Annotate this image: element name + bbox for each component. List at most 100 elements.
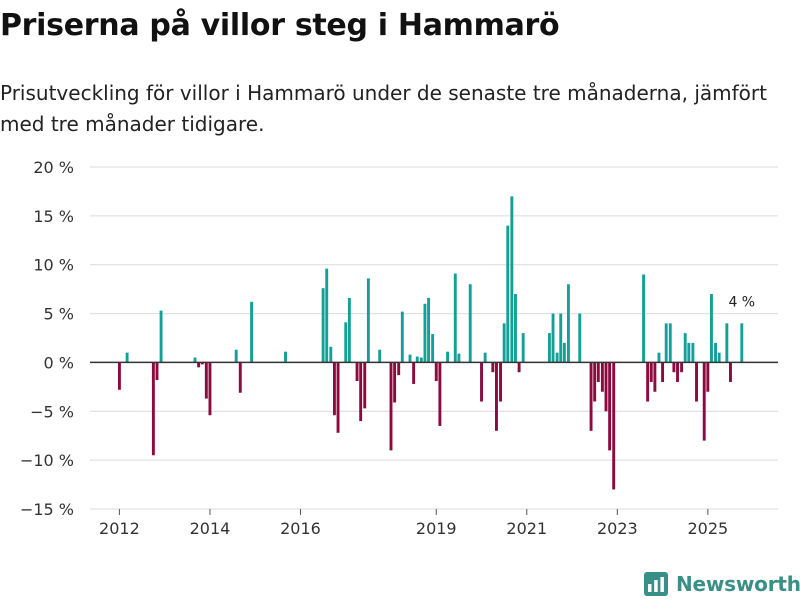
bar [604,362,608,412]
bar [710,294,713,363]
bar [117,362,121,390]
bar [672,362,676,373]
bar [408,354,412,363]
bar [363,362,367,409]
bar [359,362,363,422]
bar [646,362,650,402]
x-tick-label: 2012 [99,519,140,538]
bar [197,362,201,368]
x-tick-label: 2014 [190,519,231,538]
bar [514,294,517,363]
bar [593,362,597,402]
y-axis-ticks: 20 % 15 % 10 % 5 % 0 % −5 % −10 % −15 % [20,158,74,519]
last-value-label: 4 % [728,294,755,310]
bar [397,362,401,376]
bar [400,311,404,363]
bar [393,362,397,403]
bar [344,322,348,363]
grid-lines [90,166,778,510]
bar [547,333,551,363]
bar [661,362,665,382]
bar [284,351,287,363]
bar [151,362,155,456]
bar [566,284,570,363]
y-tick-label: 20 % [33,158,74,177]
y-tick-label: 5 % [44,305,74,324]
bar [378,349,382,363]
bars [117,196,744,490]
bar [517,362,521,373]
annotations: 4 % [728,294,755,310]
bar [612,362,616,490]
bar [434,362,438,381]
x-tick-label: 2019 [416,519,457,538]
bar [125,352,129,363]
bar [642,274,646,363]
bar [193,357,197,363]
bar [457,353,461,363]
bar [706,362,710,392]
bar [491,362,495,373]
bar [204,362,208,399]
bar [714,342,717,363]
bar [653,362,657,392]
bar [446,351,450,363]
y-tick-label: 0 % [44,353,74,372]
bar [510,196,514,363]
bar [332,362,336,416]
bar [155,362,159,381]
bar [668,323,672,363]
bar [336,362,340,433]
bar [329,346,333,363]
bar [608,362,612,451]
bar [562,342,566,363]
x-tick-label: 2021 [506,519,547,538]
bar [321,288,325,363]
bar [453,273,457,363]
bar [551,313,555,363]
page-title: Priserna på villor steg i Hammarö [0,8,560,43]
bar [683,333,687,363]
bar [438,362,442,426]
bar [657,352,661,363]
bar-chart-icon [644,572,668,596]
bar [680,362,684,373]
bar [480,362,483,402]
bar [687,342,691,363]
bar [729,362,732,382]
bar [559,313,563,363]
bar [664,323,668,363]
bar [725,323,729,363]
bar [250,301,254,363]
y-tick-label: 10 % [33,256,74,275]
bar [596,362,600,382]
bar [238,362,242,393]
bar [740,323,744,363]
bar [695,362,698,402]
page-subtitle: Prisutveckling för villor i Hammarö unde… [0,81,767,136]
bar [427,297,431,363]
brand-name: Newsworthy [676,572,800,596]
bar [234,349,238,363]
bar [495,362,498,431]
bar-chart: 20 %15 %10 %5 %0 %−5 %−10 %−15 % 2012 201… [20,158,778,538]
bar [468,284,472,363]
bar [578,313,582,363]
y-tick-label: −15 % [20,500,74,519]
y-tick-label: 15 % [33,207,74,226]
brand-logo[interactable]: Newsworthy [644,569,800,599]
bar [702,362,706,441]
bar [419,357,423,363]
bar [521,333,525,363]
bar [589,362,593,431]
bar [676,362,679,382]
bar [717,352,721,363]
x-tick-label: 2025 [687,519,728,538]
bar [431,334,435,363]
bar [555,352,559,363]
bar [347,297,351,363]
bar [506,225,510,363]
bar [159,310,163,363]
bar [366,278,370,363]
bar [423,303,427,363]
